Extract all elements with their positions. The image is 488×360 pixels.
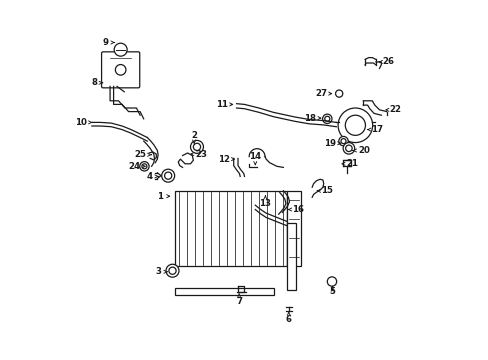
Bar <box>175 191 286 266</box>
Text: 9: 9 <box>102 38 114 47</box>
Circle shape <box>324 116 329 121</box>
Circle shape <box>337 108 372 143</box>
Text: 16: 16 <box>288 205 303 214</box>
Text: 27: 27 <box>314 89 331 98</box>
Text: 21: 21 <box>341 159 358 168</box>
Text: 13: 13 <box>259 196 271 208</box>
Text: 17: 17 <box>367 125 382 134</box>
Text: 5: 5 <box>329 287 335 296</box>
Circle shape <box>140 162 149 171</box>
Text: 2: 2 <box>191 131 197 143</box>
Text: 6: 6 <box>285 312 291 324</box>
Circle shape <box>322 114 331 123</box>
Bar <box>286 191 300 266</box>
Circle shape <box>345 145 351 152</box>
Text: 24: 24 <box>128 162 145 171</box>
Text: 25: 25 <box>134 150 151 159</box>
Circle shape <box>343 143 354 154</box>
Text: 7: 7 <box>236 294 242 306</box>
Text: 3: 3 <box>155 267 167 276</box>
Text: 18: 18 <box>304 114 320 122</box>
Text: 26: 26 <box>379 58 394 67</box>
Text: 8: 8 <box>91 78 102 87</box>
Circle shape <box>193 143 200 150</box>
Text: 22: 22 <box>385 105 401 114</box>
Bar <box>175 288 274 295</box>
Text: 15: 15 <box>317 186 332 195</box>
Circle shape <box>164 172 171 179</box>
Text: 12: 12 <box>218 155 234 163</box>
Text: 20: 20 <box>352 146 369 155</box>
Text: 10: 10 <box>75 118 92 127</box>
Circle shape <box>114 43 127 56</box>
Text: 1: 1 <box>157 192 169 201</box>
Text: 19: 19 <box>324 139 340 148</box>
Text: 23: 23 <box>190 150 207 159</box>
Circle shape <box>345 115 365 135</box>
Circle shape <box>340 139 346 144</box>
Circle shape <box>168 267 176 274</box>
Circle shape <box>190 140 203 153</box>
Circle shape <box>142 164 146 169</box>
Text: 14: 14 <box>249 152 261 165</box>
Circle shape <box>166 264 179 277</box>
Circle shape <box>335 90 342 97</box>
Circle shape <box>326 277 336 286</box>
Text: 11: 11 <box>216 100 232 109</box>
Bar <box>286 223 295 290</box>
Circle shape <box>338 136 347 146</box>
Circle shape <box>162 169 174 182</box>
Circle shape <box>115 64 126 75</box>
FancyBboxPatch shape <box>102 52 140 88</box>
Text: 4: 4 <box>146 172 158 181</box>
